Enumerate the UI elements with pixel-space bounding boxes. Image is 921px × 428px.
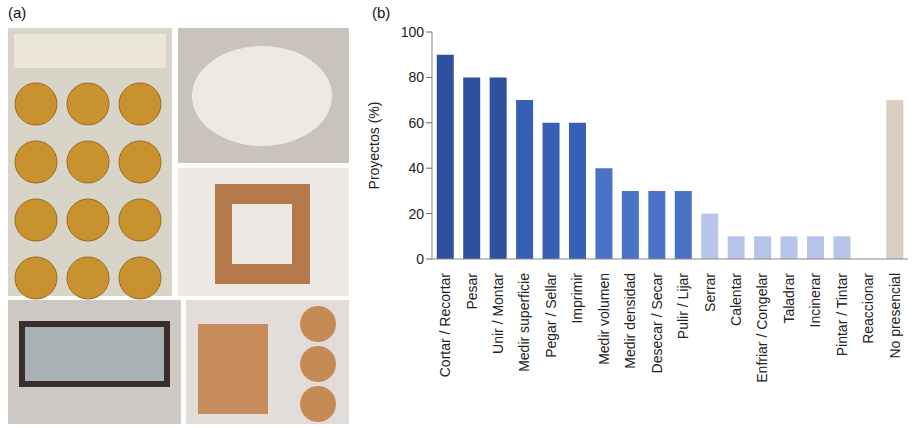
svg-text:Taladrar: Taladrar xyxy=(781,273,797,324)
svg-text:40: 40 xyxy=(408,160,424,176)
svg-text:100: 100 xyxy=(401,24,425,40)
svg-text:Medir densidad: Medir densidad xyxy=(622,273,638,369)
html-text:(b): (b) xyxy=(372,4,391,21)
svg-text:Medir superficie: Medir superficie xyxy=(516,273,532,372)
svg-text:Enfriar / Congelar: Enfriar / Congelar xyxy=(754,273,770,383)
svg-text:Desecar / Secar: Desecar / Secar xyxy=(649,273,665,374)
svg-text:Incinerar: Incinerar xyxy=(807,273,823,328)
svg-text:Pegar / Sellar: Pegar / Sellar xyxy=(543,273,559,358)
svg-text:Proyectos (%): Proyectos (%) xyxy=(366,102,382,190)
svg-text:Calentar: Calentar xyxy=(728,273,744,326)
svg-text:Imprimir: Imprimir xyxy=(569,273,585,324)
svg-text:Cortar / Recortar: Cortar / Recortar xyxy=(437,273,453,378)
svg-text:Pintar / Tintar: Pintar / Tintar xyxy=(834,273,850,357)
html-text:(a): (a) xyxy=(8,4,27,21)
svg-text:Medir volumen: Medir volumen xyxy=(596,273,612,365)
svg-text:Pesar: Pesar xyxy=(464,273,480,310)
svg-text:60: 60 xyxy=(408,115,424,131)
svg-text:Serrar: Serrar xyxy=(702,273,718,312)
svg-text:Pulir / Lijar: Pulir / Lijar xyxy=(675,273,691,339)
svg-text:0: 0 xyxy=(416,251,424,267)
svg-text:Reaccionar: Reaccionar xyxy=(860,273,876,344)
svg-text:Unir / Montar: Unir / Montar xyxy=(490,273,506,354)
svg-text:80: 80 xyxy=(408,69,424,85)
svg-text:20: 20 xyxy=(408,206,424,222)
svg-text:No presencial: No presencial xyxy=(887,273,903,359)
